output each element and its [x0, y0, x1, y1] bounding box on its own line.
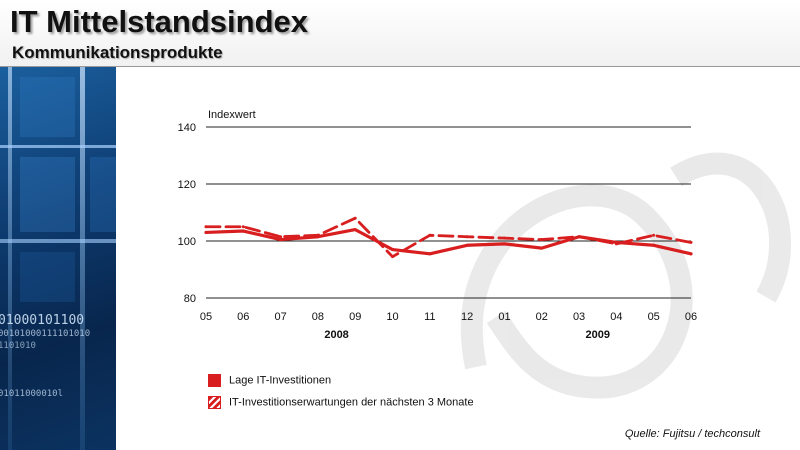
x-tick-label: 03 [573, 311, 585, 323]
x-tick-label: 05 [200, 311, 212, 323]
data-point [540, 246, 544, 250]
y-tick-label: 120 [178, 179, 196, 191]
decorative-sidebar: 01000101100 00101000111101010 1101010 01… [0, 67, 116, 450]
source-note: Quelle: Fujitsu / techconsult [624, 428, 760, 440]
data-point [279, 235, 283, 239]
binary-text: 01000101100 [0, 313, 85, 328]
data-point [428, 233, 432, 237]
legend-label: Lage IT-Investitionen [229, 374, 332, 387]
page-subtitle: Kommunikationsprodukte [12, 43, 223, 62]
binary-text: 01011000010l [0, 389, 64, 399]
data-point [577, 235, 581, 239]
x-tick-label: 11 [424, 311, 435, 323]
data-point [465, 235, 469, 239]
data-point [540, 238, 544, 242]
y-tick-label: 80 [184, 293, 196, 305]
data-point [241, 229, 245, 233]
legend-item: Lage IT-Investitionen [208, 374, 331, 387]
data-point [465, 243, 469, 247]
data-point [353, 228, 357, 232]
data-point [241, 225, 245, 229]
legend-label: IT-Investitionserwartungen der nächsten … [229, 396, 474, 409]
data-point [204, 225, 208, 229]
data-point [391, 248, 395, 252]
data-point [614, 242, 618, 246]
data-point [652, 233, 656, 237]
x-tick-label: 06 [237, 311, 249, 323]
data-point [204, 230, 208, 234]
sidebar-grid-art [0, 67, 116, 450]
data-point [353, 216, 357, 220]
data-point [502, 236, 506, 240]
x-tick-label: 04 [610, 311, 622, 323]
x-tick-label: 10 [386, 311, 398, 323]
data-point [652, 243, 656, 247]
data-point [316, 233, 320, 237]
y-axis-label: Indexwert [208, 109, 256, 121]
x-tick-label: 01 [498, 311, 510, 323]
x-tick-label: 08 [312, 311, 324, 323]
series-line-1 [204, 228, 693, 256]
data-point [279, 238, 283, 242]
header-banner: IT Mittelstandsindex Kommunikationsprodu… [0, 0, 800, 67]
x-tick-label: 02 [536, 311, 548, 323]
data-point [689, 252, 693, 256]
binary-text: 1101010 [0, 341, 36, 351]
year-label: 2008 [324, 329, 348, 341]
legend-swatch-hatched [208, 396, 221, 409]
legend-item: IT-Investitionserwartungen der nächsten … [208, 396, 474, 409]
watermark-logo [460, 152, 792, 399]
data-point [689, 240, 693, 244]
data-point [428, 252, 432, 256]
x-tick-label: 06 [685, 311, 697, 323]
data-point [391, 255, 395, 259]
x-tick-label: 07 [274, 311, 286, 323]
series-line-2 [204, 216, 693, 259]
year-label: 2009 [585, 329, 609, 341]
page-title: IT Mittelstandsindex [10, 4, 308, 39]
legend-swatch-solid [208, 374, 221, 387]
y-tick-label: 140 [178, 122, 196, 134]
data-point [502, 242, 506, 246]
binary-text: 00101000111101010 [0, 329, 91, 339]
x-tick-label: 12 [461, 311, 473, 323]
y-tick-label: 100 [178, 236, 196, 248]
x-tick-label: 09 [349, 311, 361, 323]
x-tick-label: 05 [648, 311, 660, 323]
line-chart: 80 100 120 140 05 06 07 08 09 10 11 12 01 02 03 04 05 06 2… [178, 109, 792, 399]
